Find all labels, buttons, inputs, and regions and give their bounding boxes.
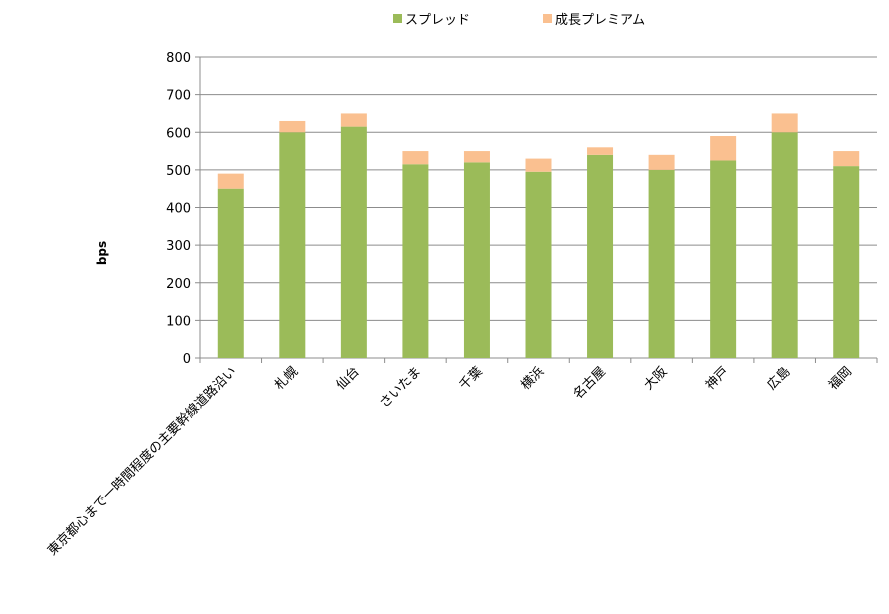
bar-spread	[279, 132, 306, 358]
legend-label-growth-premium: 成長プレミアム	[555, 13, 646, 28]
legend-swatch-growth-premium	[543, 14, 552, 23]
bar-spread	[771, 132, 798, 358]
x-tick-label: 仙台	[334, 364, 363, 393]
y-tick-label: 200	[166, 277, 191, 292]
x-tick-label: 福岡	[826, 364, 855, 393]
bar-spread	[648, 169, 675, 358]
x-tick-label: 横浜	[518, 364, 547, 393]
bar-growth-premium	[710, 136, 737, 161]
chart-legend: スプレッド 成長プレミアム	[0, 9, 889, 29]
bar-growth-premium	[525, 158, 552, 172]
bar-spread	[217, 188, 244, 358]
legend-swatch-spread	[393, 14, 402, 23]
legend-label-spread: スプレッド	[405, 13, 471, 28]
x-tick-label: 神戸	[703, 364, 732, 393]
bar-growth-premium	[771, 113, 798, 133]
bar-growth-premium	[463, 151, 490, 163]
x-tick-label: 東京都心まで一時間程度の主要幹線道路沿い	[44, 364, 239, 559]
bar-spread	[463, 162, 490, 358]
x-tick-label: 広島	[765, 364, 794, 393]
y-tick-label: 800	[166, 51, 191, 66]
bar-growth-premium	[402, 151, 429, 165]
y-tick-label: 300	[166, 239, 191, 254]
bar-growth-premium	[587, 147, 614, 155]
bar-spread	[402, 164, 429, 358]
bar-growth-premium	[217, 173, 244, 189]
y-tick-label: 600	[166, 126, 191, 141]
bar-spread	[525, 171, 552, 358]
bar-growth-premium	[648, 154, 675, 170]
x-tick-label: 千葉	[457, 364, 486, 393]
x-tick-label: 大阪	[641, 364, 670, 393]
x-tick-label: 名古屋	[570, 364, 609, 403]
bar-growth-premium	[340, 113, 367, 127]
bar-spread	[340, 126, 367, 358]
bar-growth-premium	[279, 120, 306, 133]
x-tick-label: 札幌	[271, 364, 301, 394]
y-tick-label: 400	[166, 202, 191, 217]
y-tick-label: 100	[166, 314, 191, 329]
x-tick-label: さいたま	[377, 364, 424, 411]
legend-item-growth-premium: 成長プレミアム	[543, 9, 645, 28]
y-tick-label: 500	[166, 164, 191, 179]
legend-item-spread: スプレッド	[393, 9, 470, 28]
bar-spread	[833, 166, 860, 358]
bar-spread	[710, 160, 737, 358]
y-tick-label: 0	[183, 352, 191, 367]
bar-spread	[587, 154, 614, 358]
bar-growth-premium	[833, 151, 860, 167]
y-tick-label: 700	[166, 89, 191, 104]
